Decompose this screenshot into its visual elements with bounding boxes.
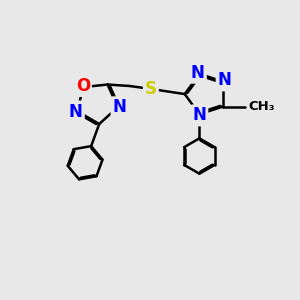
Text: CH₃: CH₃ xyxy=(248,100,274,113)
Text: N: N xyxy=(193,106,206,124)
Text: N: N xyxy=(112,98,126,116)
Text: O: O xyxy=(76,77,90,95)
Text: N: N xyxy=(191,64,205,82)
Text: S: S xyxy=(145,80,157,98)
Text: N: N xyxy=(69,103,83,121)
Text: N: N xyxy=(218,71,232,89)
